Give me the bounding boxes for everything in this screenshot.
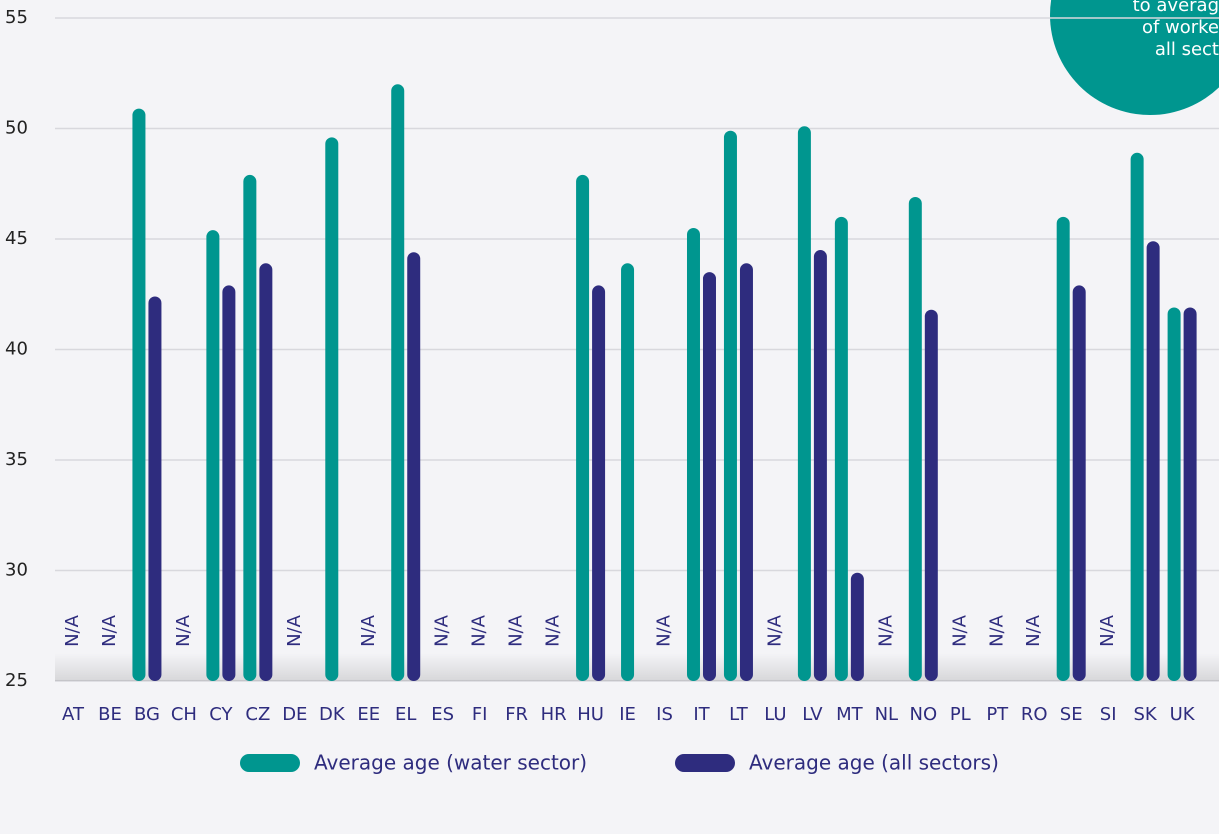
annotation-text: all sect xyxy=(1155,39,1219,60)
x-tick-label: IT xyxy=(693,704,710,725)
missing-label: N/A xyxy=(506,614,527,647)
bar xyxy=(1056,216,1070,681)
x-tick-label: NO xyxy=(909,704,937,725)
bar xyxy=(702,272,716,681)
annotation-circle xyxy=(1050,0,1219,115)
annotation-text: to averag xyxy=(1133,0,1219,16)
missing-label: N/A xyxy=(949,614,970,647)
y-tick-label: 50 xyxy=(5,118,28,139)
x-tick-label: EE xyxy=(357,704,380,725)
bar xyxy=(222,285,236,681)
missing-label: N/A xyxy=(875,614,896,647)
legend-label: Average age (all sectors) xyxy=(749,751,999,775)
bar xyxy=(850,572,864,681)
x-tick-label: CY xyxy=(209,704,233,725)
x-tick-label: CH xyxy=(171,704,197,725)
missing-label: N/A xyxy=(358,614,379,647)
bar xyxy=(259,263,273,681)
x-tick-label: PT xyxy=(986,704,1009,725)
missing-label: N/A xyxy=(986,614,1007,647)
bar xyxy=(148,296,162,681)
x-tick-label: NL xyxy=(875,704,899,725)
x-tick-label: AT xyxy=(62,704,85,725)
x-tick-label: DK xyxy=(319,704,346,725)
x-tick-label: ES xyxy=(431,704,454,725)
bar xyxy=(834,216,848,681)
x-tick-label: IS xyxy=(656,704,673,725)
x-tick-label: RO xyxy=(1021,704,1048,725)
missing-label: N/A xyxy=(1023,614,1044,647)
legend-swatch xyxy=(675,754,735,772)
missing-label: N/A xyxy=(62,614,83,647)
x-tick-label: SE xyxy=(1060,704,1083,725)
missing-label: N/A xyxy=(173,614,194,647)
y-tick-label: 45 xyxy=(5,228,28,249)
y-tick-label: 40 xyxy=(5,339,28,360)
bar xyxy=(1183,307,1197,681)
missing-label: N/A xyxy=(764,614,785,647)
x-tick-label: HU xyxy=(577,704,604,725)
x-tick-label: FR xyxy=(505,704,528,725)
bar xyxy=(739,263,753,681)
x-tick-label: IE xyxy=(619,704,636,725)
bar xyxy=(391,84,405,682)
y-tick-label: 30 xyxy=(5,560,28,581)
bar xyxy=(132,108,146,682)
missing-label: N/A xyxy=(284,614,305,647)
bar xyxy=(908,197,922,681)
annotation-text: of worke xyxy=(1142,17,1219,38)
missing-label: N/A xyxy=(99,614,120,647)
bar xyxy=(576,174,590,681)
missing-label: N/A xyxy=(1097,614,1118,647)
x-tick-label: SI xyxy=(1100,704,1117,725)
x-tick-label: PL xyxy=(950,704,971,725)
missing-label: N/A xyxy=(469,614,490,647)
x-tick-label: BG xyxy=(134,704,160,725)
bar xyxy=(686,227,700,681)
missing-label: N/A xyxy=(543,614,564,647)
legend-swatch xyxy=(240,754,300,772)
x-tick-label: BE xyxy=(98,704,122,725)
x-tick-label: MT xyxy=(836,704,864,725)
x-tick-label: FI xyxy=(472,704,488,725)
bar xyxy=(1130,152,1144,681)
x-tick-label: LU xyxy=(764,704,786,725)
missing-label: N/A xyxy=(432,614,453,647)
bar xyxy=(1146,241,1160,681)
legend-label: Average age (water sector) xyxy=(314,751,587,775)
bar xyxy=(1072,285,1086,681)
x-tick-label: UK xyxy=(1170,704,1196,725)
bar xyxy=(621,263,635,681)
bar xyxy=(1167,307,1181,681)
bar xyxy=(723,130,737,681)
x-tick-label: SK xyxy=(1134,704,1158,725)
bar xyxy=(797,126,811,682)
x-tick-label: CZ xyxy=(245,704,270,725)
x-tick-label: EL xyxy=(395,704,416,725)
x-tick-label: LT xyxy=(729,704,749,725)
x-tick-label: DE xyxy=(282,704,307,725)
missing-label: N/A xyxy=(654,614,675,647)
bar xyxy=(924,309,938,681)
y-tick-label: 25 xyxy=(5,670,28,691)
bar xyxy=(592,285,606,681)
x-tick-label: HR xyxy=(541,704,567,725)
y-tick-label: 55 xyxy=(5,7,28,28)
bar xyxy=(206,230,220,681)
bar xyxy=(407,252,421,681)
bar xyxy=(243,174,257,681)
bar xyxy=(813,250,827,682)
x-tick-label: LV xyxy=(802,704,823,725)
y-tick-label: 35 xyxy=(5,449,28,470)
bar xyxy=(325,137,339,682)
